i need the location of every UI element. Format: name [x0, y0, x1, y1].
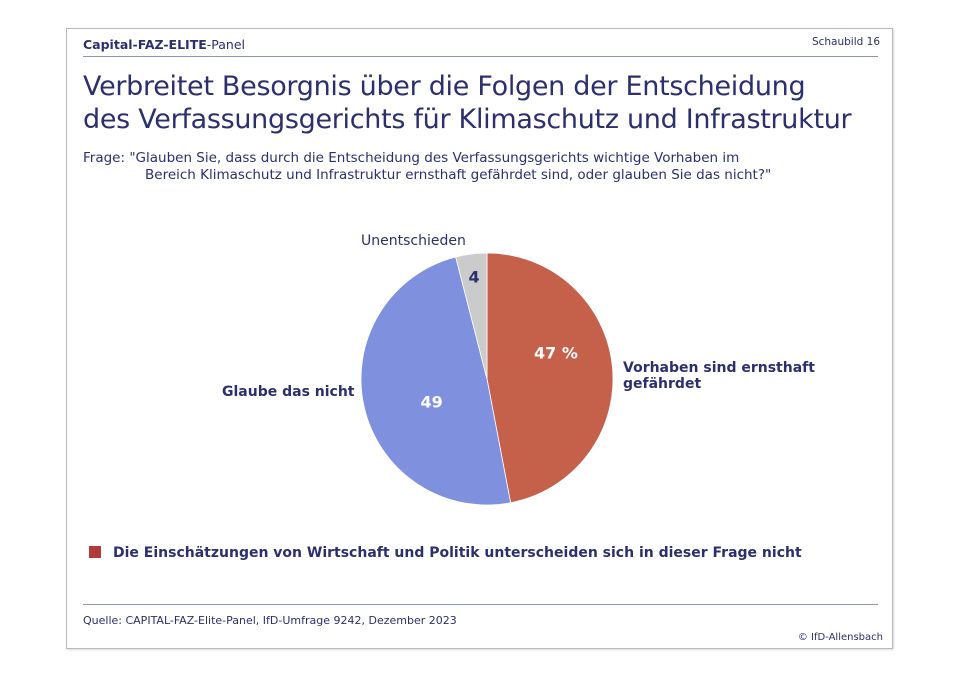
- label-vorhaben-gefaehrdet: Vorhaben sind ernsthaft gefährdet: [623, 360, 815, 392]
- header-divider: [83, 56, 878, 57]
- panel-bold: FAZ-ELITE: [137, 37, 207, 52]
- chart-number: Schaubild 16: [811, 36, 880, 48]
- chart-title: Verbreitet Besorgnis über die Folgen der…: [83, 70, 852, 136]
- footer-divider: [83, 604, 878, 605]
- pie-value-label-3: 4: [468, 267, 479, 286]
- note-text: Die Einschätzungen von Wirtschaft und Po…: [113, 545, 802, 561]
- pie-value-label-2: 49: [421, 392, 443, 411]
- copyright: © IfD-Allensbach: [797, 632, 883, 643]
- label-glaube-das-nicht: Glaube das nicht: [222, 384, 355, 400]
- pie-slice-1: [486, 252, 614, 504]
- pie-slice-3: [455, 252, 488, 380]
- label-unentschieden: Unentschieden: [361, 233, 466, 249]
- survey-question: Frage: "Glauben Sie, dass durch die Ents…: [83, 150, 883, 184]
- panel-name: Capital-FAZ-ELITE-Panel: [83, 37, 245, 52]
- footnote: Die Einschätzungen von Wirtschaft und Po…: [89, 545, 802, 561]
- question-line-2: Bereich Klimaschutz und Infrastruktur er…: [145, 167, 772, 183]
- title-line-1: Verbreitet Besorgnis über die Folgen der…: [83, 71, 806, 102]
- label-vorhaben-line-2: gefährdet: [623, 376, 702, 392]
- pie-slice-2: [360, 256, 512, 506]
- question-line-1: Frage: "Glauben Sie, dass durch die Ents…: [83, 150, 740, 166]
- panel-suffix: -Panel: [206, 37, 245, 52]
- panel-prefix: Capital-: [83, 37, 138, 52]
- pie-value-label-1: 47 %: [534, 343, 578, 362]
- title-line-2: des Verfassungsgerichts für Klimaschutz …: [83, 104, 852, 135]
- source: Quelle: CAPITAL-FAZ-Elite-Panel, IfD-Umf…: [83, 614, 457, 627]
- note-square-icon: [89, 546, 101, 558]
- label-vorhaben-line-1: Vorhaben sind ernsthaft: [623, 360, 815, 376]
